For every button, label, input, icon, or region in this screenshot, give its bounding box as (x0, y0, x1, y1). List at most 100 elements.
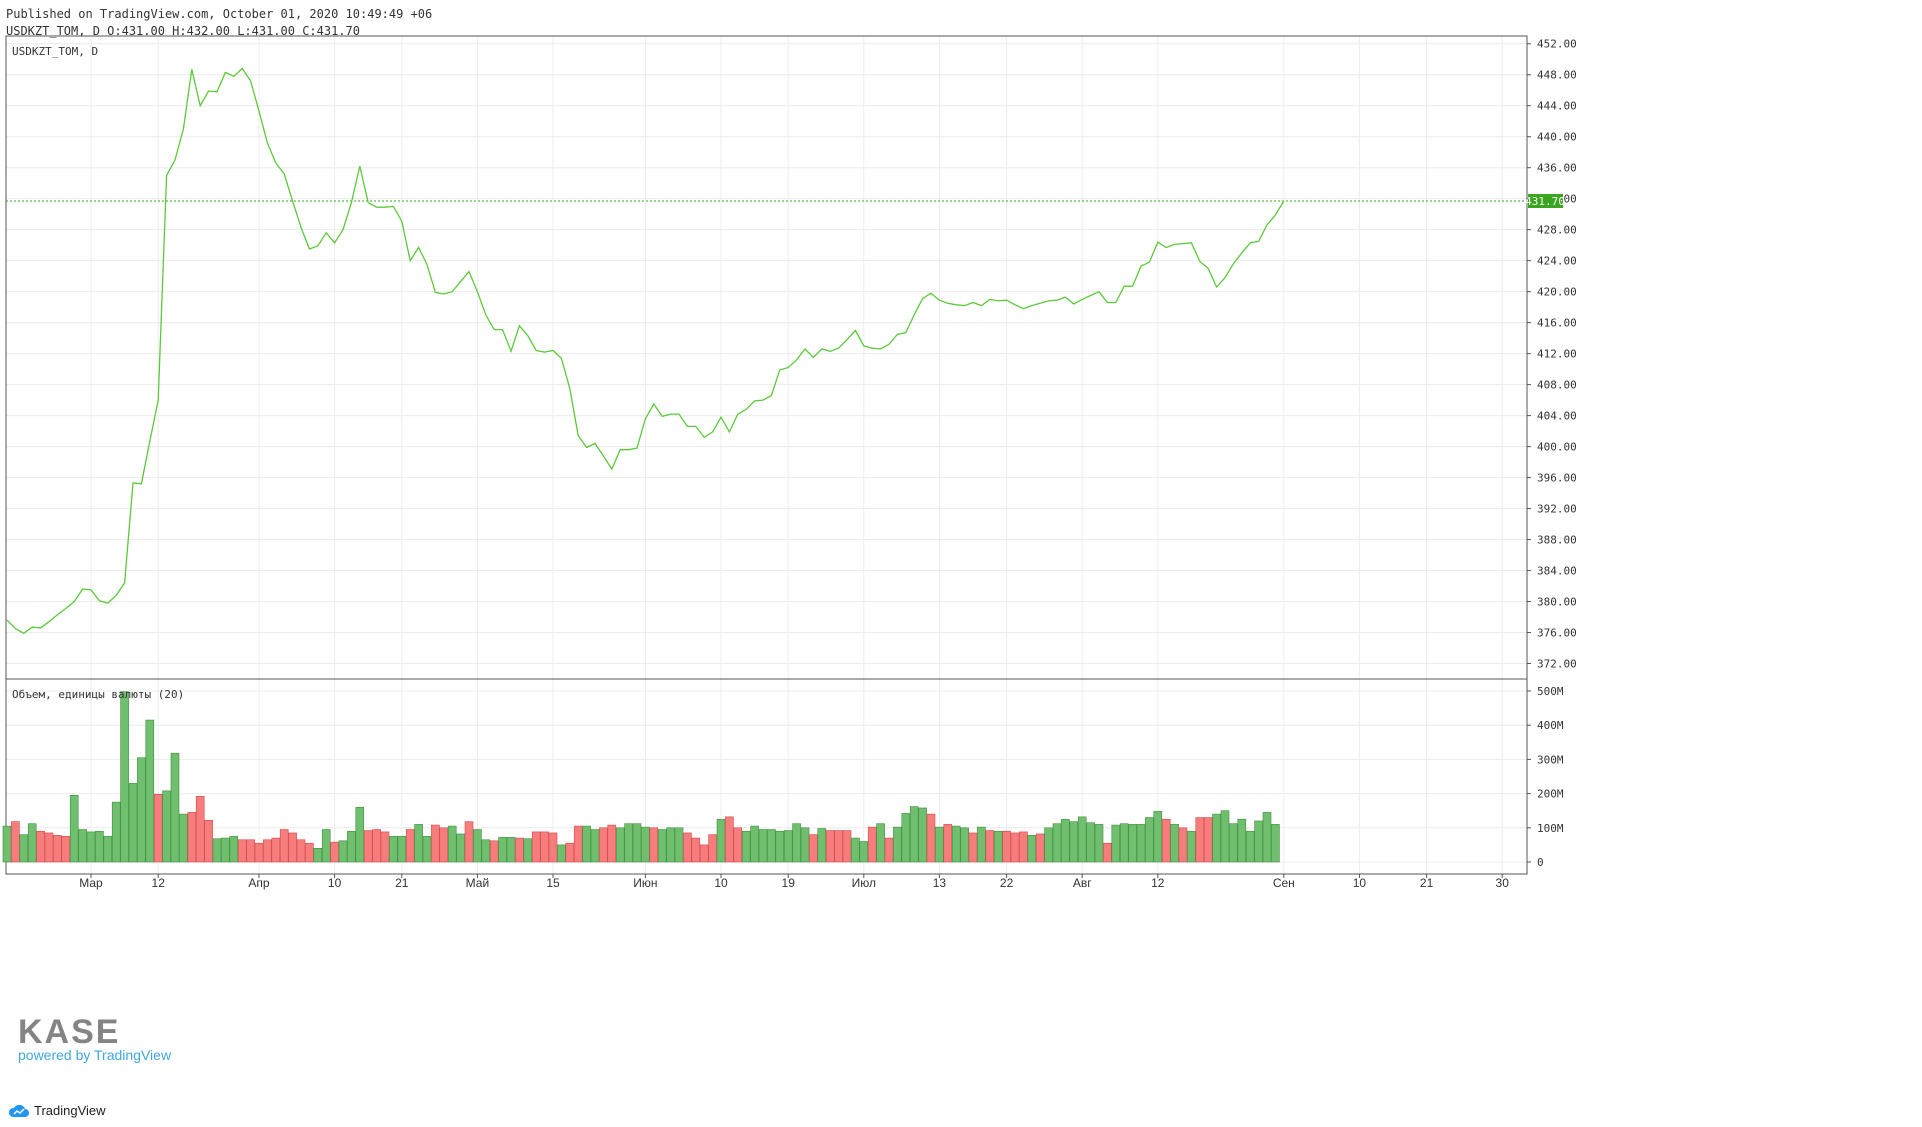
volume-bar (111, 801, 121, 863)
volume-bar (254, 842, 264, 863)
volume-bar (641, 826, 650, 863)
time-axis[interactable]: Мар 12 Апр 10 21 Май 15 Июн 10 19 Июл 13 22 Авг 12 Сен 1… (79, 874, 1509, 890)
volume-bar (313, 848, 323, 863)
volume-bar (851, 837, 860, 863)
volume-bar (1052, 823, 1062, 863)
kase-watermark: KASE powered by TradingView (18, 1015, 171, 1063)
volume-bar (363, 830, 373, 863)
volume-axis[interactable]: 500M 400M 300M 200M 100M 0 (1527, 685, 1564, 869)
volume-bar (842, 830, 852, 863)
volume-bar (767, 829, 776, 863)
volume-bar (1035, 833, 1045, 863)
volume-pane-frame (5, 678, 1528, 875)
volume-bar (464, 821, 474, 863)
volume-bar (775, 830, 785, 863)
volume-bar (699, 844, 709, 863)
volume-bar (615, 827, 625, 863)
volume-bar (162, 790, 171, 863)
volume-bar (1010, 832, 1020, 863)
volume-bar (179, 813, 188, 863)
volume-bar (867, 826, 877, 863)
volume-tick-label: 300M (1537, 753, 1564, 766)
volume-bar (918, 807, 927, 863)
volume-bar (95, 830, 104, 863)
volume-bar (1212, 813, 1221, 863)
ohlc-readout: USDKZT_TOM, D O:431.00 H:432.00 L:431.00… (6, 24, 361, 38)
price-tick-label: 416.00 (1537, 317, 1577, 330)
volume-bar (11, 821, 20, 863)
volume-bar (674, 827, 684, 863)
volume-bar (237, 839, 247, 863)
volume-bar (1203, 817, 1213, 863)
volume-bar (985, 830, 995, 863)
volume-bar (825, 830, 835, 863)
volume-bar (498, 837, 507, 863)
volume-bar (288, 832, 297, 863)
volume-bar (531, 831, 541, 863)
volume-bar (1002, 830, 1011, 863)
volume-bar (1044, 827, 1053, 863)
price-tick-label: 424.00 (1537, 255, 1577, 268)
volume-bar (573, 825, 583, 863)
price-tick-label: 388.00 (1537, 534, 1577, 547)
volume-bars (2, 691, 1280, 863)
volume-bar (935, 826, 944, 863)
volume-bar (926, 813, 936, 863)
volume-bar (481, 839, 491, 863)
volume-bar (296, 839, 306, 863)
volume-bar (741, 830, 751, 863)
volume-bar (128, 783, 138, 863)
volume-bar (968, 832, 978, 863)
volume-bar (355, 806, 365, 863)
volume-bar (1119, 823, 1129, 863)
volume-bar (1170, 824, 1179, 863)
time-tick-label: 21 (395, 876, 409, 890)
last-price-box (1528, 194, 1563, 209)
volume-bar (876, 823, 885, 863)
volume-bar (884, 837, 894, 863)
time-tick-label: Май (466, 876, 490, 890)
volume-bar (1237, 818, 1247, 863)
volume-bar (1195, 817, 1205, 863)
volume-bar (1145, 817, 1154, 863)
price-axis[interactable]: 452.00448.00444.00440.00436.00432.00428.… (1527, 38, 1577, 671)
volume-bar (1254, 820, 1263, 863)
tradingview-footer[interactable]: TradingView (8, 1103, 106, 1118)
volume-bar (666, 827, 675, 863)
volume-bar (582, 825, 591, 863)
volume-tick-label: 500M (1537, 685, 1564, 698)
price-tick-label: 396.00 (1537, 472, 1577, 485)
volume-bar (800, 827, 810, 863)
price-tick-label: 408.00 (1537, 379, 1577, 392)
volume-bar (414, 824, 423, 863)
volume-bar (447, 825, 457, 863)
volume-tick-label: 100M (1537, 822, 1564, 835)
volume-bar (1187, 830, 1196, 863)
time-tick-label: 12 (1151, 876, 1165, 890)
volume-bar (590, 829, 600, 863)
time-tick-label: 12 (152, 876, 166, 890)
volume-bar (1094, 824, 1104, 863)
price-tick-label: 452.00 (1537, 38, 1577, 51)
price-pane-frame (5, 35, 1528, 680)
volume-bar (321, 829, 331, 863)
volume-bar (565, 842, 575, 863)
time-tick-label: 22 (1000, 876, 1014, 890)
time-tick-label: 19 (782, 876, 796, 890)
volume-bar (632, 823, 642, 863)
volume-bar (1128, 824, 1137, 863)
volume-bar (708, 834, 717, 863)
volume-bar (69, 795, 79, 863)
price-tick-label: 440.00 (1537, 131, 1577, 144)
volume-bar (901, 813, 911, 863)
volume-bar (977, 826, 986, 863)
volume-bar (195, 796, 205, 863)
price-tick-label: 412.00 (1537, 348, 1577, 361)
time-tick-label: 21 (1420, 876, 1434, 890)
volume-bar (725, 816, 734, 863)
volume-bar (473, 829, 482, 863)
volume-bar (120, 691, 129, 863)
volume-pane-label: Объем, единицы валюты (20) (12, 688, 184, 701)
volume-bar (1103, 842, 1112, 863)
